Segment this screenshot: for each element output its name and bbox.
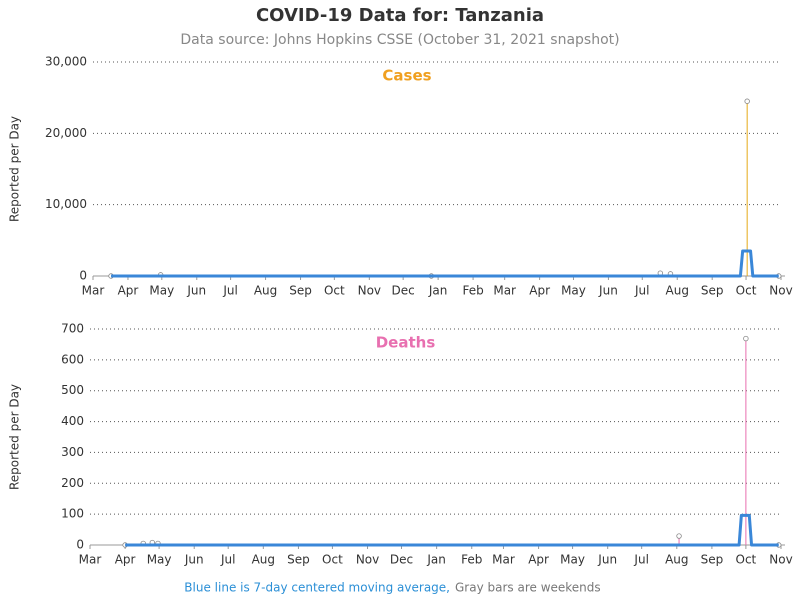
- x-tick-label: May: [561, 284, 586, 298]
- legend-note: Gray bars are weekends: [455, 581, 601, 595]
- x-tick-label: Jun: [598, 284, 618, 298]
- x-tick-label: Jun: [597, 553, 617, 567]
- moving-average-line: [111, 249, 779, 278]
- x-tick-label: Jul: [222, 284, 237, 298]
- y-tick-label: 30,000: [45, 55, 87, 69]
- x-tick-label: Mar: [79, 553, 102, 567]
- y-tick-label: 0: [76, 538, 84, 552]
- x-tick-label: Jul: [634, 284, 649, 298]
- x-tick-label: Dec: [390, 553, 413, 567]
- point: [676, 533, 682, 539]
- x-tick-label: Sep: [289, 284, 312, 298]
- x-tick-label: Oct: [736, 553, 757, 567]
- y-tick-label: 700: [61, 322, 84, 336]
- x-tick-label: Sep: [287, 553, 310, 567]
- panel-title: Cases: [382, 67, 431, 85]
- x-tick-label: Aug: [254, 284, 277, 298]
- x-tick-label: Jul: [220, 553, 235, 567]
- y-tick-label: 300: [61, 445, 84, 459]
- y-axis-label: Reported per Day: [8, 116, 22, 222]
- y-tick-label: 600: [61, 352, 84, 366]
- y-axis-label: Reported per Day: [8, 384, 22, 490]
- x-tick-label: Mar: [82, 284, 105, 298]
- x-tick-label: Nov: [769, 553, 792, 567]
- x-tick-label: Apr: [528, 553, 549, 567]
- chart-subtitle: Data source: Johns Hopkins CSSE (October…: [180, 32, 619, 48]
- x-tick-label: Apr: [115, 553, 136, 567]
- x-tick-label: Mar: [493, 284, 516, 298]
- x-tick-label: Sep: [701, 284, 724, 298]
- y-tick-label: 100: [61, 507, 84, 521]
- chart-title: COVID-19 Data for: Tanzania: [256, 5, 544, 26]
- x-tick-label: Mar: [492, 553, 515, 567]
- x-tick-label: Apr: [118, 284, 139, 298]
- y-tick-label: 20,000: [45, 126, 87, 140]
- x-tick-label: Feb: [462, 284, 483, 298]
- moving-average-line: [125, 513, 779, 547]
- x-tick-label: Oct: [324, 284, 345, 298]
- x-tick-label: Nov: [356, 553, 379, 567]
- y-tick-label: 400: [61, 414, 84, 428]
- y-tick-label: 0: [79, 269, 87, 283]
- x-tick-label: Nov: [358, 284, 381, 298]
- x-tick-label: Aug: [665, 553, 688, 567]
- x-tick-label: Jul: [633, 553, 648, 567]
- x-tick-label: Feb: [461, 553, 482, 567]
- x-tick-label: Jan: [428, 284, 448, 298]
- legend-note: Blue line is 7-day centered moving avera…: [184, 581, 450, 595]
- point: [743, 335, 749, 342]
- x-tick-label: Nov: [769, 284, 792, 298]
- x-tick-label: Jan: [426, 553, 446, 567]
- x-tick-label: May: [149, 284, 174, 298]
- x-tick-label: Oct: [322, 553, 343, 567]
- x-tick-label: Sep: [701, 553, 724, 567]
- y-tick-label: 500: [61, 383, 84, 397]
- x-tick-label: Aug: [252, 553, 275, 567]
- x-tick-label: Aug: [666, 284, 689, 298]
- x-tick-label: Jun: [186, 284, 206, 298]
- x-tick-label: Apr: [529, 284, 550, 298]
- point: [744, 98, 750, 104]
- x-tick-label: Jun: [184, 553, 204, 567]
- x-tick-label: May: [147, 553, 172, 567]
- y-tick-label: 200: [61, 476, 84, 490]
- x-tick-label: May: [560, 553, 585, 567]
- x-tick-label: Dec: [392, 284, 415, 298]
- y-tick-label: 10,000: [45, 197, 87, 211]
- x-tick-label: Oct: [736, 284, 757, 298]
- panel-title: Deaths: [376, 334, 436, 352]
